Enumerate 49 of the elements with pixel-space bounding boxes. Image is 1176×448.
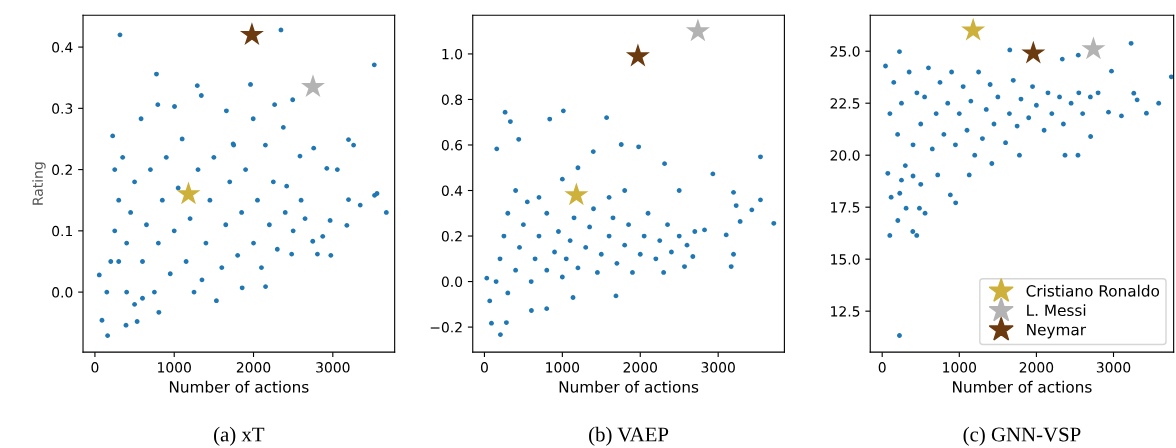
point (1081, 36, 1106, 60)
x-tick-label: 3000 (316, 362, 350, 373)
x-axis-title: Number of actions (169, 380, 309, 393)
x-axis-title: Number of actions (953, 380, 1092, 393)
y-tick-label: 0.4 (441, 185, 463, 196)
y-tick-label: 0.0 (441, 276, 463, 288)
x-axis-title: Number of actions (559, 380, 699, 393)
x-tick-label: 3000 (701, 362, 735, 373)
y-tick-label: 0.2 (52, 164, 72, 176)
x-tick-label: 0 (878, 362, 886, 373)
y-tick-label: 0.1 (52, 225, 73, 237)
y-tick-label: 0.3 (52, 103, 73, 114)
x-tick-label: 0 (91, 362, 99, 373)
point (625, 43, 650, 67)
y-tick-label: 0.8 (441, 94, 463, 105)
y-tick-label: 22.5 (830, 98, 860, 109)
y-tick-label: 25.0 (830, 46, 860, 57)
point (1021, 40, 1046, 64)
point (961, 17, 986, 41)
x-tick-label: 2000 (1019, 362, 1054, 373)
text: (c) GNN-VSP (963, 426, 1081, 446)
x-tick-label: 1000 (943, 362, 977, 373)
legend-label: Neymar (1027, 324, 1087, 339)
legend-label: Cristiano Ronaldo (1026, 284, 1160, 297)
text: (b) VAEP (589, 426, 669, 446)
y-tick-label: 0.2 (441, 231, 462, 242)
x-tick-label: 3000 (1096, 362, 1131, 373)
point (564, 182, 589, 206)
x-tick-label: 1000 (546, 362, 580, 373)
point (239, 22, 264, 46)
y-tick-label: 0.6 (441, 139, 463, 151)
y-tick-label: −0.2 (430, 322, 462, 333)
x-tick-label: 0 (480, 362, 488, 373)
y-tick-label: 12.5 (831, 306, 860, 317)
y-axis-title: Rating (32, 162, 46, 205)
x-tick-label: 1000 (158, 362, 191, 373)
text: (a) xT (214, 426, 265, 446)
y-tick-label: 0.0 (52, 287, 73, 298)
y-tick-label: 20.0 (830, 150, 860, 161)
y-tick-label: 1.0 (442, 48, 463, 60)
point (300, 74, 325, 98)
legend-label: L. Messi (1027, 304, 1086, 317)
y-tick-label: 0.4 (52, 42, 73, 53)
x-tick-label: 2000 (623, 362, 658, 373)
point (685, 18, 710, 42)
y-tick-label: 15.0 (831, 254, 860, 265)
point (176, 181, 201, 205)
y-tick-label: 17.5 (831, 202, 860, 213)
x-tick-label: 2000 (236, 362, 271, 373)
